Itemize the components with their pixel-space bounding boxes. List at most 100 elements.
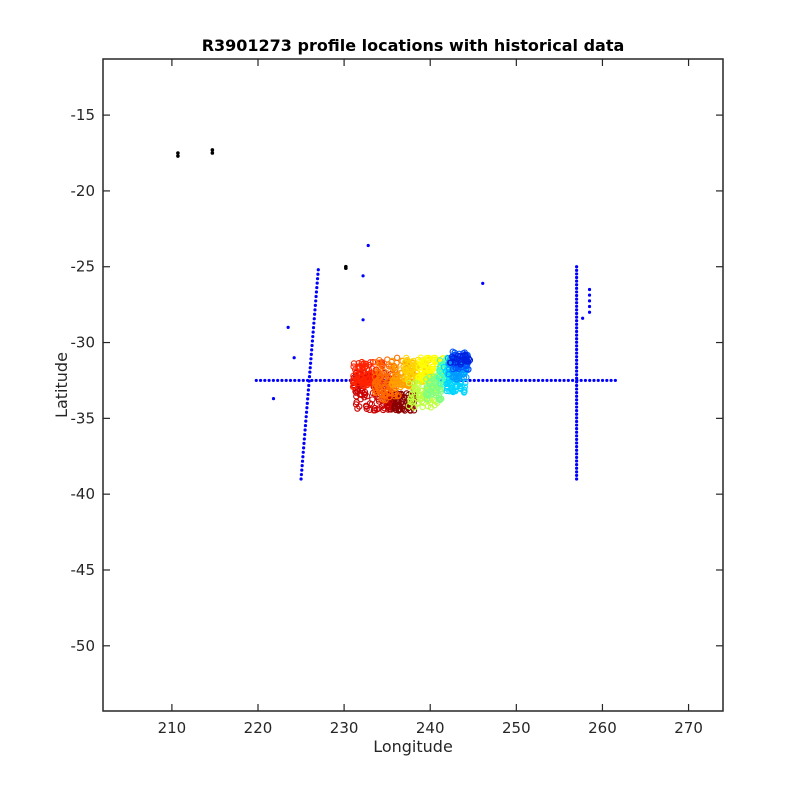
historical-point xyxy=(575,290,579,294)
historical-point xyxy=(528,378,532,383)
historical-point xyxy=(605,378,609,383)
profile-point xyxy=(362,371,370,378)
y-tick-label: -15 xyxy=(71,106,96,124)
historical-point xyxy=(258,378,263,383)
historical-point xyxy=(575,394,579,398)
historical-point xyxy=(506,378,511,383)
profile-point xyxy=(369,358,377,366)
historical-point xyxy=(304,419,308,423)
profile-point xyxy=(401,365,408,372)
profile-point xyxy=(356,403,363,410)
profile-point xyxy=(425,354,432,362)
historical-point xyxy=(575,430,579,434)
profile-point xyxy=(385,381,392,389)
historical-point xyxy=(575,473,579,478)
historical-point xyxy=(592,378,596,383)
historical-point xyxy=(541,378,545,383)
historical-point xyxy=(302,437,306,441)
historical-point xyxy=(303,428,307,432)
x-axis-label: Longitude xyxy=(373,737,453,756)
historical-point xyxy=(575,434,579,438)
y-tick-label: -20 xyxy=(71,182,96,200)
profile-point xyxy=(403,354,410,361)
profile-point xyxy=(452,365,460,372)
profile-point xyxy=(359,361,367,368)
plot-frame xyxy=(102,58,724,712)
profile-point xyxy=(435,374,443,381)
historical-point xyxy=(575,308,579,312)
historical-point xyxy=(314,294,318,299)
historical-point xyxy=(300,468,304,472)
historical-point xyxy=(307,383,311,388)
profile-point xyxy=(353,377,360,384)
historical-point xyxy=(575,311,579,316)
historical-point xyxy=(314,378,318,383)
profile-point xyxy=(465,355,473,363)
historical-point xyxy=(302,446,306,450)
historical-point xyxy=(511,378,515,383)
historical-point xyxy=(536,378,541,383)
historical-point xyxy=(575,362,579,366)
profile-point xyxy=(407,371,414,379)
historical-point xyxy=(575,293,579,298)
black-point xyxy=(210,148,215,152)
historical-point xyxy=(315,281,319,285)
profile-point xyxy=(350,360,358,367)
historical-point xyxy=(587,287,592,292)
historical-point xyxy=(575,470,579,474)
historical-point xyxy=(276,378,280,383)
historical-point xyxy=(299,477,303,481)
historical-point xyxy=(575,409,579,413)
y-tick-label: -50 xyxy=(71,637,96,655)
profile-point xyxy=(457,358,465,366)
historical-point xyxy=(314,299,318,303)
historical-point xyxy=(575,419,579,424)
historical-point xyxy=(575,286,579,290)
profile-point xyxy=(426,399,434,407)
y-tick-label: -40 xyxy=(71,485,96,503)
profile-point xyxy=(380,372,388,379)
historical-point xyxy=(575,373,579,377)
historical-point xyxy=(575,369,579,373)
historical-point xyxy=(575,387,579,391)
historical-point xyxy=(310,348,314,352)
profile-point xyxy=(428,389,435,396)
historical-point xyxy=(314,290,319,294)
historical-point xyxy=(575,376,579,380)
profile-point xyxy=(394,393,401,400)
profile-point xyxy=(414,380,421,387)
profile-point xyxy=(376,356,383,364)
historical-point xyxy=(304,410,309,414)
profile-point xyxy=(410,407,418,414)
historical-point xyxy=(575,322,579,326)
historical-point xyxy=(304,415,308,419)
profile-point xyxy=(447,359,455,366)
historical-point xyxy=(308,370,312,374)
profile-point xyxy=(381,368,388,375)
profile-point xyxy=(353,393,360,400)
historical-point xyxy=(519,378,523,383)
profile-point xyxy=(423,376,430,383)
historical-point xyxy=(575,459,579,463)
historical-point xyxy=(609,378,613,383)
profile-point xyxy=(428,382,435,390)
historical-point xyxy=(575,272,579,276)
profile-point xyxy=(371,404,378,412)
historical-point xyxy=(575,452,579,456)
profile-point xyxy=(381,391,388,398)
historical-point xyxy=(280,378,284,383)
historical-point xyxy=(575,265,579,269)
historical-point xyxy=(575,383,579,388)
historical-point xyxy=(311,330,315,334)
historical-point xyxy=(545,378,549,383)
profile-point xyxy=(417,387,425,394)
profile-point xyxy=(366,406,373,414)
historical-point xyxy=(575,427,579,431)
historical-point xyxy=(263,378,267,383)
profile-point xyxy=(368,369,375,376)
historical-point xyxy=(575,398,579,402)
historical-point xyxy=(562,378,566,383)
profile-point xyxy=(385,363,393,370)
historical-point xyxy=(476,378,481,383)
